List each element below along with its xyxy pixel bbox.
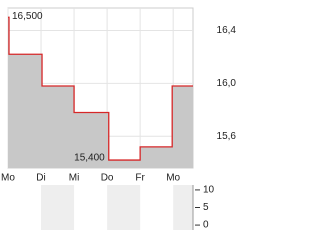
y-tick-label: 15,6 [217, 131, 237, 142]
price-line [8, 16, 193, 161]
annotation: 15,400 [74, 153, 105, 164]
chart: Mo Di Mi Do Fr Mo 15,6 16,0 16,4 16,500 15,400 0 5 10 [1, 7, 237, 231]
y-tick-label: 5 [203, 202, 209, 213]
x-tick-label: Do [101, 173, 114, 184]
y-tick-label: 16,0 [217, 78, 237, 89]
y-tick-label: 0 [203, 220, 209, 231]
page: {"chart_data": [ {"type": "line", "step"… [1, 7, 237, 231]
stripe [41, 185, 75, 230]
annotation: 16,500 [12, 11, 43, 22]
stripe [107, 185, 141, 230]
y-tick-label: 10 [203, 185, 215, 196]
x-tick-label: Mo [166, 173, 180, 184]
x-tick-label: Fr [135, 173, 145, 184]
y-tick-label: 16,4 [217, 25, 237, 36]
x-tick-label: Di [36, 173, 45, 184]
x-tick-label: Mo [1, 173, 15, 184]
stripe [173, 185, 193, 230]
x-tick-label: Mi [69, 173, 80, 184]
area [8, 17, 193, 169]
